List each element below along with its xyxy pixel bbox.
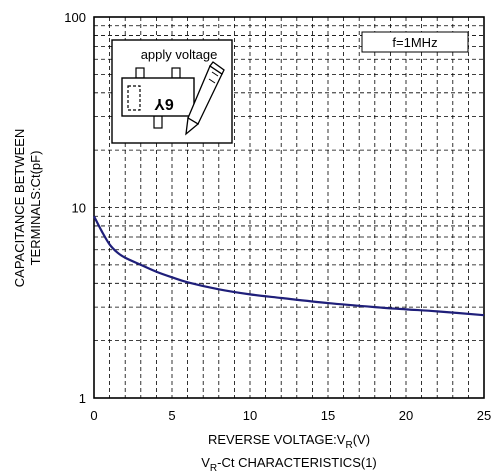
- x-axis-label-unit: (V): [353, 432, 370, 447]
- inset-label: apply voltage: [141, 47, 218, 62]
- chip-pin-top-left: [135, 67, 145, 79]
- x-tick-label: 5: [168, 408, 175, 423]
- capacitance-curve: [93, 215, 485, 317]
- x-tick-label: 25: [477, 408, 491, 423]
- y-tick-label: 1: [79, 391, 86, 406]
- x-axis-label-main: REVERSE VOLTAGE:V: [208, 432, 346, 447]
- y-tick-labels: 1 10 100: [64, 10, 86, 406]
- y-axis-label-line1: CAPACITANCE BETWEEN: [12, 129, 27, 287]
- caption-sub: R: [210, 463, 217, 474]
- caption-main: V: [201, 455, 210, 470]
- plot-frame: [93, 16, 485, 399]
- frequency-annotation: f=1MHz: [392, 35, 437, 50]
- probe-pencil-icon: [185, 61, 225, 136]
- x-tick-label: 10: [243, 408, 257, 423]
- chart-caption: VR-Ct CHARACTERISTICS(1): [201, 455, 377, 474]
- chip-marker: [127, 85, 141, 111]
- y-tick-label: 10: [72, 201, 86, 216]
- x-tick-label: 20: [399, 408, 413, 423]
- frequency-annotation-box: [361, 31, 469, 53]
- caption-rest: -Ct CHARACTERISTICS(1): [217, 455, 377, 470]
- x-tick-label: 0: [90, 408, 97, 423]
- x-tick-label: 15: [321, 408, 335, 423]
- data-series: [93, 215, 485, 317]
- chip-marking: 6Y: [154, 95, 174, 112]
- x-axis-label: REVERSE VOLTAGE:VR(V): [208, 432, 370, 451]
- chip-pin-bottom: [153, 115, 163, 129]
- x-axis-label-sub: R: [345, 440, 352, 451]
- apply-voltage-inset: apply voltage 6Y: [111, 39, 233, 144]
- y-tick-label: 100: [64, 10, 86, 25]
- chip-pin-top-right: [171, 67, 181, 79]
- y-axis-label-line2: TERMINALS:Ct(pF): [28, 151, 43, 266]
- x-tick-labels: 0 5 10 15 20 25: [90, 408, 491, 423]
